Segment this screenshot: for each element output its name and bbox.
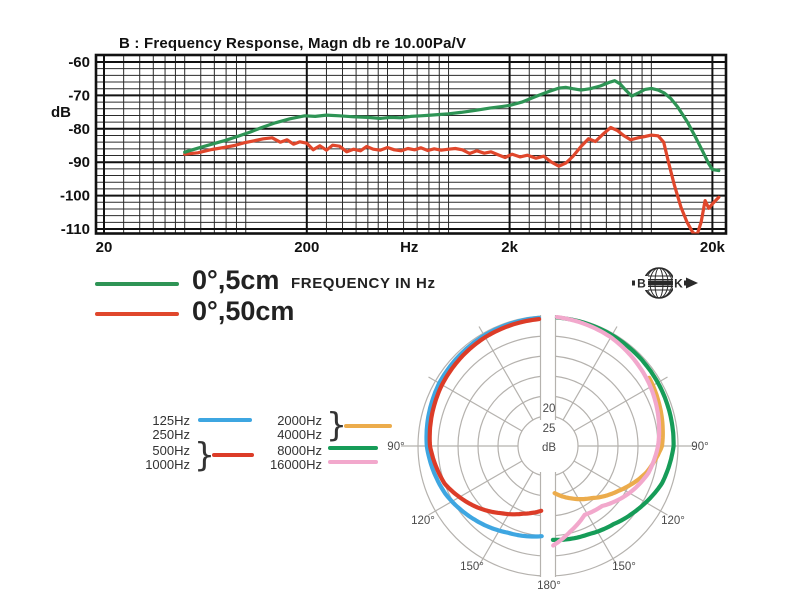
polar-legend-125hz: 125Hz (152, 413, 190, 428)
polar-center-label-db: dB (542, 442, 556, 454)
polar-labels: 20 25 dB 90° 90° 120° 120° 150° 150° 180° (387, 403, 708, 592)
fr-y-axis: -60 -70 -80 -90 -100 -110 dB (51, 54, 90, 238)
fr-y-axis-label: dB (51, 104, 71, 121)
polar-angle-150-right: 150° (612, 561, 636, 573)
polar-angle-120-left: 120° (411, 515, 435, 527)
polar-angle-120-right: 120° (661, 515, 685, 527)
polar-curve-2000hz-4000hz (552, 375, 665, 502)
polar-legend-8000hz: 8000Hz (277, 443, 322, 458)
polar-legend-2000hz: 2000Hz (277, 413, 322, 428)
legend-label-0-50cm: 0°,50cm (192, 296, 295, 326)
polar-radial (428, 376, 523, 432)
polar-curve-16000hz (551, 315, 662, 548)
polar-radial (562, 471, 618, 566)
polar-legend-250hz: 250Hz (152, 427, 190, 442)
frequency-response-chart: -60 -70 -80 -90 -100 -110 dB 20 200 Hz 2k 20k (51, 53, 728, 256)
polar-legend-swatch-orange (344, 424, 392, 428)
polar-angle-90-right: 90° (691, 441, 708, 453)
legend-line-0-50cm (95, 312, 179, 316)
logo-arrow-icon (686, 277, 698, 289)
fr-y-tick: -110 (61, 221, 90, 238)
polar-curve-500hz-1000hz (427, 317, 544, 517)
polar-radial (562, 326, 618, 421)
fr-y-tick: -90 (68, 154, 90, 171)
polar-angle-180: 180° (537, 580, 561, 592)
polar-ring-label-25: 25 (543, 423, 556, 435)
fr-x-tick: 2k (501, 239, 518, 256)
polar-legend-swatch-red (212, 453, 254, 457)
fr-curve-0-50cm (183, 125, 721, 234)
fr-x-tick: 20k (700, 239, 726, 256)
polar-angle-150-left: 150° (460, 561, 484, 573)
fr-y-tick: -100 (60, 188, 90, 205)
fr-chart-title: B : Frequency Response, Magn db re 10.00… (119, 35, 467, 52)
polar-center-disc (522, 420, 574, 472)
fr-x-tick: Hz (400, 239, 418, 256)
polar-legend-swatch-pink (328, 460, 378, 464)
legend-label-0-5cm: 0°,5cm (192, 265, 280, 295)
polar-radial (428, 460, 523, 516)
legend-line-0-5cm (95, 282, 179, 286)
fr-x-tick: 20 (96, 239, 113, 256)
fr-grid (96, 55, 726, 234)
polar-radial (478, 326, 534, 421)
polar-legend-500hz: 500Hz (152, 443, 190, 458)
fr-y-tick: -70 (68, 87, 90, 104)
polar-legend-1000hz: 1000Hz (145, 457, 190, 472)
polar-legend-swatch-green (328, 446, 378, 450)
polar-legend-16000hz: 16000Hz (269, 457, 322, 472)
fr-grid-major (96, 55, 726, 234)
polar-curve-8000hz (550, 315, 676, 542)
logo-letter-k: K (674, 277, 683, 291)
polar-radial (478, 471, 534, 566)
fr-x-axis: 20 200 Hz 2k 20k (96, 239, 726, 256)
directivity-polar-plot: 20 25 dB 90° 90° 120° 120° 150° 150° 180° (387, 309, 709, 592)
fr-curve-0-5cm (183, 79, 721, 173)
brace-2000-4000: } (326, 405, 347, 444)
polar-legend-4000hz: 4000Hz (277, 427, 322, 442)
fr-plot-border (94, 53, 728, 235)
bruel-kjaer-logo-icon: B K (632, 267, 698, 299)
logo-letter-b: B (637, 277, 646, 291)
fr-y-tick: -80 (68, 121, 90, 138)
brace-500-1000: } (194, 435, 215, 474)
fr-x-tick: 200 (294, 239, 319, 256)
polar-legend-swatch-blue (198, 418, 252, 422)
polar-ring-label-20: 20 (543, 403, 556, 415)
x-axis-unit-label: FREQUENCY IN Hz (291, 275, 436, 292)
polar-angle-90-left: 90° (387, 441, 404, 453)
fr-y-tick: -60 (68, 54, 90, 71)
logo-bar (632, 280, 686, 286)
